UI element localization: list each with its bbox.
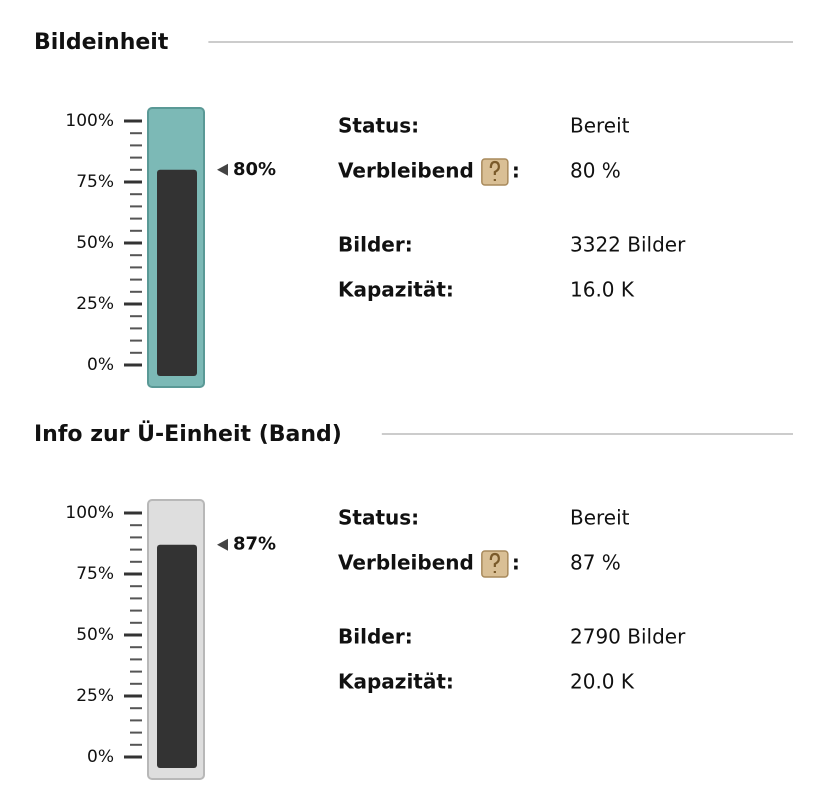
field-label: Verbleibend (338, 159, 474, 183)
field-label: Verbleibend (338, 551, 474, 575)
field-value: 16.0 K (570, 278, 635, 302)
level-label: 80% (233, 159, 276, 180)
tick-label: 25% (76, 294, 114, 314)
tick-label: 0% (87, 747, 114, 767)
field-value: Bereit (570, 506, 630, 530)
tick-label: 0% (87, 355, 114, 375)
gauge-level (157, 544, 197, 768)
field-label: Kapazität: (338, 278, 454, 302)
field-value: 87 % (570, 551, 621, 575)
level-marker (217, 163, 228, 176)
field-label-suffix: : (512, 551, 520, 575)
help-glyph (489, 552, 500, 573)
gauge-level (157, 169, 197, 376)
tick-label: 50% (76, 233, 114, 253)
tick-label: 75% (76, 564, 114, 584)
field-value: 80 % (570, 159, 621, 183)
field-value: 2790 Bilder (570, 625, 686, 649)
field-label: Kapazität: (338, 670, 454, 694)
field-label: Status: (338, 114, 419, 138)
level-label: 87% (233, 534, 276, 555)
section-title: Bildeinheit (34, 30, 169, 55)
field-value: 3322 Bilder (570, 233, 686, 257)
tick-label: 75% (76, 172, 114, 192)
section-title: Info zur Ü-Einheit (Band) (34, 421, 342, 447)
field-value: Bereit (570, 114, 630, 138)
tick-label: 50% (76, 625, 114, 645)
tick-label: 25% (76, 686, 114, 706)
field-label: Bilder: (338, 233, 413, 257)
field-label: Status: (338, 506, 419, 530)
level-marker (217, 538, 228, 551)
field-label-suffix: : (512, 159, 520, 183)
tick-label: 100% (65, 503, 114, 523)
field-value: 20.0 K (570, 670, 635, 694)
help-glyph (489, 160, 500, 181)
field-label: Bilder: (338, 625, 413, 649)
tick-label: 100% (65, 111, 114, 131)
